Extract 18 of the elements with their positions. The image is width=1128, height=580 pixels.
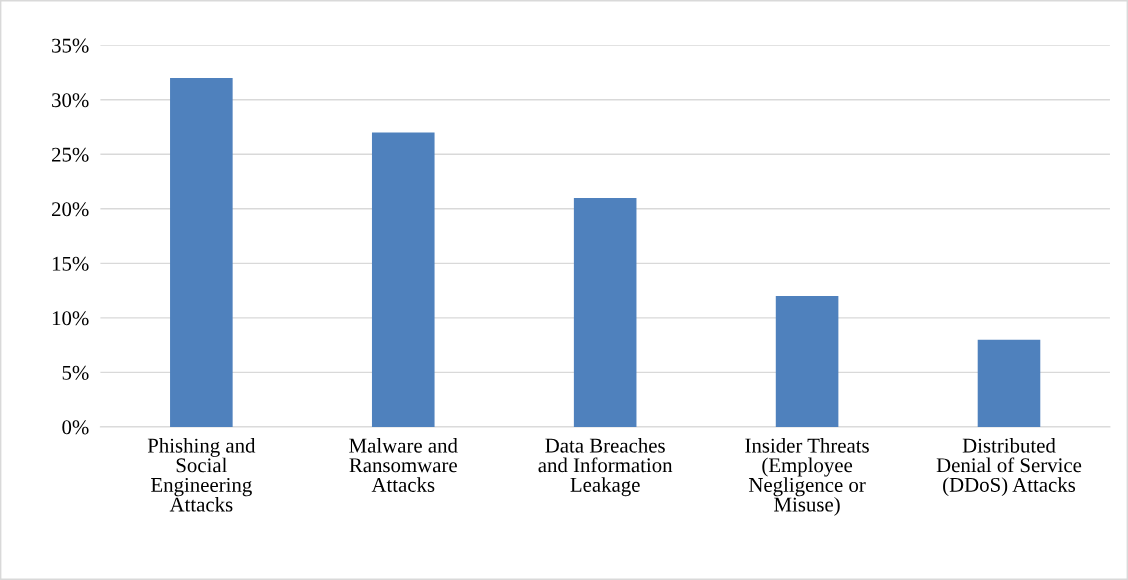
- y-tick-label: 30%: [52, 93, 89, 108]
- x-tick-label: Phishing and Social Engineering Attacks: [147, 437, 256, 512]
- bar: [977, 339, 1041, 427]
- y-tick-label: 20%: [52, 202, 89, 217]
- bar: [775, 296, 839, 427]
- y-tick-label: 25%: [52, 147, 89, 162]
- x-tick-label: Insider Threats (Employee Negligence or Misuse): [745, 437, 869, 516]
- bar: [371, 132, 435, 427]
- x-tick-label: Data Breaches and Information Leakage: [538, 437, 673, 497]
- y-tick-label: 15%: [52, 256, 89, 271]
- x-tick-label: Malware and Ransomware Attacks: [349, 437, 458, 492]
- y-tick-label: 0%: [62, 420, 89, 435]
- y-tick-label: 5%: [62, 365, 89, 380]
- y-tick-label: 10%: [52, 311, 89, 326]
- y-tick-label: 35%: [52, 38, 89, 53]
- bar: [573, 197, 637, 427]
- x-tick-label: Distributed Denial of Service (DDoS) Attacks: [936, 437, 1082, 497]
- bar: [170, 77, 233, 427]
